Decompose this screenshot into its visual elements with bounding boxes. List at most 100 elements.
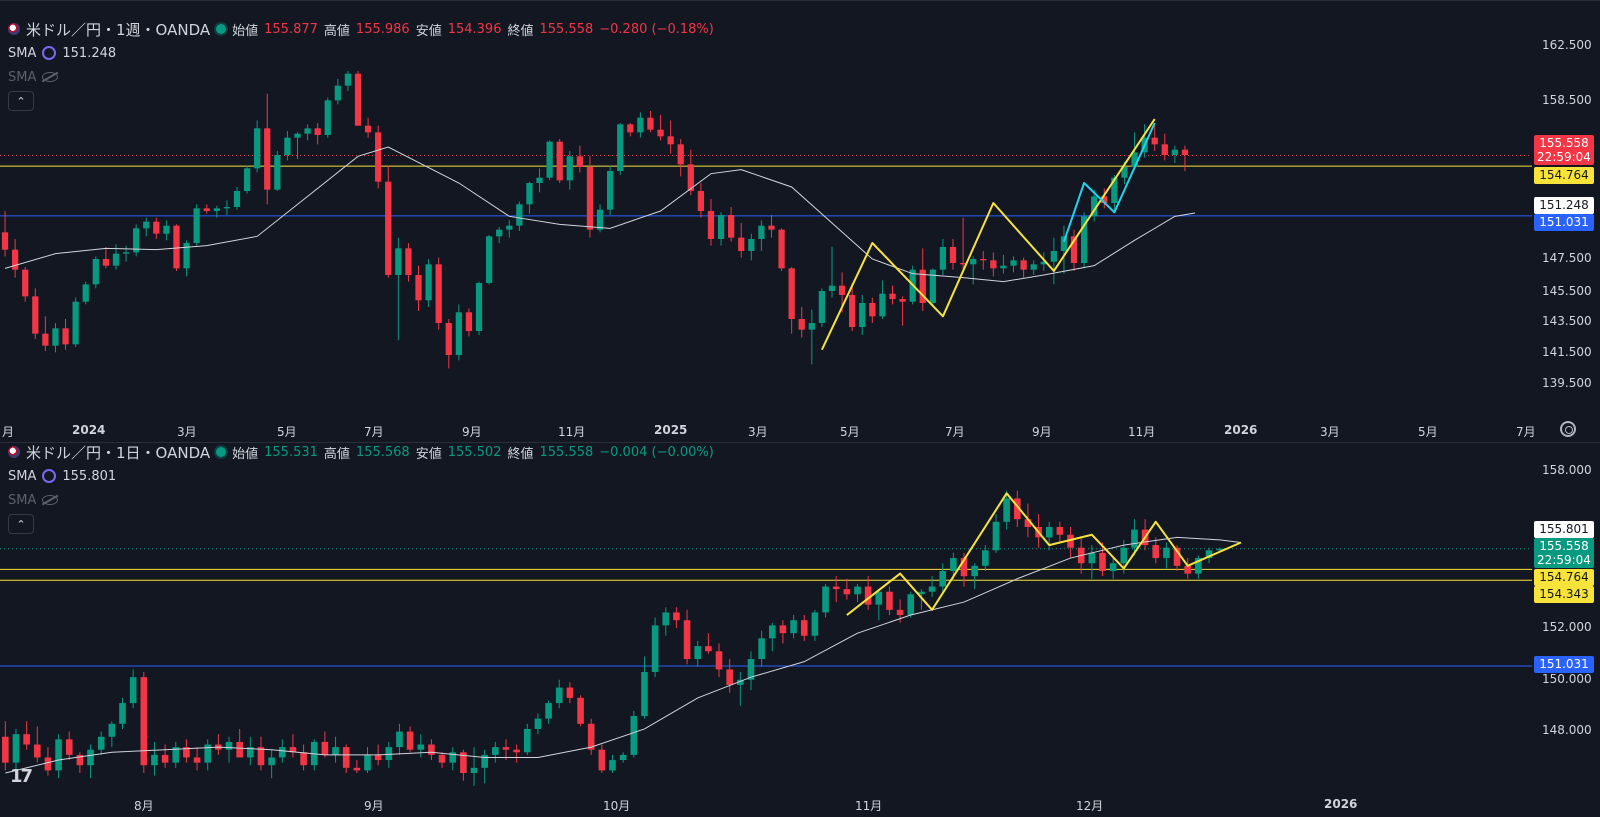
candle-body (869, 303, 876, 317)
open-label: 始値 (232, 446, 259, 462)
candle-body (778, 229, 785, 269)
pane-divider[interactable] (0, 441, 1600, 443)
candle-body (406, 731, 414, 750)
candle-body (496, 229, 503, 237)
bar-countdown: 22:59:04 (1537, 553, 1591, 567)
candle-body (838, 285, 846, 295)
candle-body (1060, 236, 1068, 251)
candle-body (717, 215, 725, 239)
price-tick: 145.500 (1542, 284, 1592, 298)
candle-body (737, 679, 744, 685)
candle-body (526, 183, 533, 205)
candle-body (586, 167, 594, 230)
candle-body (843, 589, 851, 595)
eye-hidden-icon[interactable] (42, 72, 59, 82)
weekly-symbol-title[interactable]: 米ドル／円・1週・OANDA (26, 20, 211, 39)
candle-body (492, 747, 499, 755)
candle-body (1205, 550, 1213, 559)
candle-body (1120, 547, 1128, 564)
candle-body (1131, 152, 1138, 167)
tradingview-logo[interactable]: 17 (10, 766, 33, 787)
candle-body (334, 85, 341, 101)
high-value: 155.568 (355, 444, 410, 460)
weekly-chart-canvas[interactable] (0, 1, 1600, 442)
candle-body (715, 651, 723, 670)
candle-body (203, 208, 210, 211)
candle-body (173, 225, 180, 269)
candle-body (470, 767, 478, 773)
last-price: 155.558 (1539, 136, 1589, 150)
candle-body (12, 734, 20, 763)
candle-body (949, 247, 957, 263)
candle-body (677, 144, 684, 165)
yellow-line-badge-2: 154.343 (1534, 586, 1594, 603)
chart-settings-icon[interactable] (1560, 421, 1576, 437)
candle-body (257, 747, 265, 766)
candle-body (32, 296, 39, 334)
daily-sma2-row[interactable]: SMA (8, 488, 714, 512)
candle-body (475, 283, 483, 331)
candle-body (247, 747, 254, 758)
candle-body (1050, 251, 1057, 262)
usd-jpy-flag-icon (8, 446, 20, 458)
time-tick: 5月 (277, 425, 297, 439)
daily-symbol-title[interactable]: 米ドル／円・1日・OANDA (26, 443, 211, 462)
last-price-badge: 155.558 22:59:04 (1534, 538, 1594, 568)
sma-badge: 151.248 (1534, 197, 1594, 214)
weekly-symbol-row[interactable]: 米ドル／円・1週・OANDA 始値 155.877 高値 155.986 安値 154… (8, 17, 714, 41)
daily-sma1-row[interactable]: SMA 155.801 (8, 464, 714, 488)
candle-body (536, 177, 543, 183)
candle-body (534, 718, 542, 729)
candle-body (102, 259, 110, 266)
time-tick: 2024 (72, 423, 106, 437)
weekly-sma2-row[interactable]: SMA (8, 65, 714, 89)
candle-body (647, 117, 654, 130)
open-label: 始値 (232, 23, 259, 39)
candle-body (183, 747, 190, 758)
sma-refresh-icon[interactable] (42, 46, 57, 60)
candle-body (1030, 264, 1037, 270)
candle-body (627, 124, 634, 133)
weekly-chart-pane[interactable]: 米ドル／円・1週・OANDA 始値 155.877 高値 155.986 安値 154… (0, 0, 1600, 442)
candle-body (758, 225, 765, 239)
candle-body (747, 659, 755, 680)
candle-body (545, 703, 552, 719)
low-value: 155.502 (447, 444, 502, 460)
low-label: 安値 (415, 446, 442, 462)
candle-body (465, 312, 473, 331)
eye-hidden-icon[interactable] (42, 495, 59, 505)
price-tick: 158.000 (1542, 463, 1592, 477)
collapse-legend-button[interactable]: ⌃ (8, 91, 34, 111)
candle-body (289, 747, 297, 753)
candle-body (375, 132, 382, 182)
weekly-sma1-row[interactable]: SMA 151.248 (8, 41, 714, 65)
candle-body (982, 550, 989, 566)
candle-body (1010, 260, 1017, 266)
usd-jpy-flag-icon (8, 23, 20, 35)
candle-body (1088, 552, 1096, 564)
candle-body (637, 117, 644, 133)
candle-body (726, 669, 733, 685)
candle-body (62, 328, 69, 345)
candle-body (555, 687, 563, 704)
yellow-line-badge: 154.764 (1534, 167, 1594, 184)
candle-body (798, 319, 805, 330)
candle-body (122, 252, 130, 254)
candle-body (907, 594, 915, 616)
daily-symbol-row[interactable]: 米ドル／円・1日・OANDA 始値 155.531 高値 155.568 安値 155… (8, 443, 714, 464)
price-tick: 147.500 (1542, 251, 1592, 265)
candle-body (163, 225, 170, 234)
daily-chart-pane[interactable]: 米ドル／円・1日・OANDA 始値 155.531 高値 155.568 安値 155… (0, 443, 1600, 817)
candle-body (758, 638, 765, 660)
candle-body (204, 744, 212, 763)
collapse-legend-button[interactable]: ⌃ (8, 514, 34, 534)
candle-body (395, 248, 402, 275)
candle-body (268, 757, 275, 766)
candle-body (651, 625, 659, 672)
candle-body (92, 259, 99, 285)
candle-body (12, 249, 19, 270)
time-tick: 11月 (855, 799, 883, 813)
sma-refresh-icon[interactable] (42, 469, 57, 483)
high-label: 高値 (323, 23, 350, 39)
daily-chart-canvas[interactable] (0, 443, 1600, 817)
